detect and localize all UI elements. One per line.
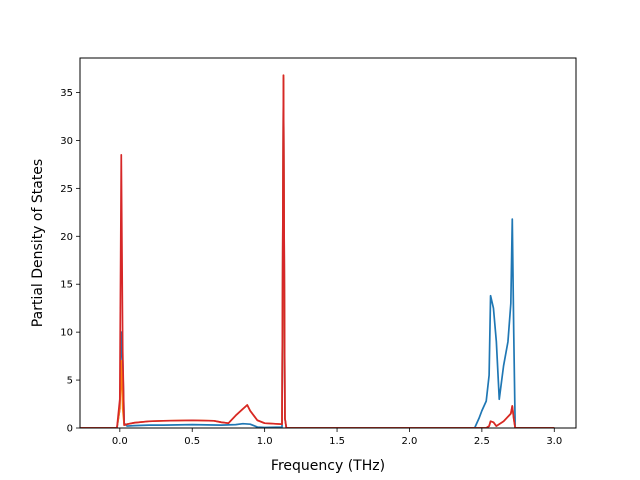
x-tick-label: 3.0	[546, 436, 562, 447]
series-layer	[80, 74, 555, 428]
y-axis-ticks: 0 5 10 15 20 25 30 35	[60, 88, 80, 435]
y-tick-label: 25	[60, 184, 73, 195]
x-tick-label: 2.5	[474, 436, 490, 447]
y-tick-label: 0	[67, 424, 73, 435]
x-axis-ticks: 0.0 0.5 1.0 1.5 2.0 2.5 3.0	[112, 428, 562, 447]
y-tick-label: 10	[60, 328, 73, 339]
plot-frame	[79, 57, 577, 429]
x-tick-label: 0.5	[184, 436, 200, 447]
x-axis-title: Frequency (THz)	[271, 458, 385, 474]
series-line-3	[80, 74, 555, 428]
y-tick-label: 20	[60, 232, 73, 243]
x-tick-label: 1.5	[329, 436, 345, 447]
x-tick-label: 0.0	[112, 436, 128, 447]
y-tick-label: 5	[67, 376, 73, 387]
y-tick-label: 35	[60, 88, 73, 99]
x-tick-label: 2.0	[402, 436, 418, 447]
y-axis-title: Partial Density of States	[30, 159, 46, 327]
y-tick-label: 30	[60, 136, 73, 147]
y-tick-label: 15	[60, 280, 73, 291]
x-tick-label: 1.0	[257, 436, 273, 447]
